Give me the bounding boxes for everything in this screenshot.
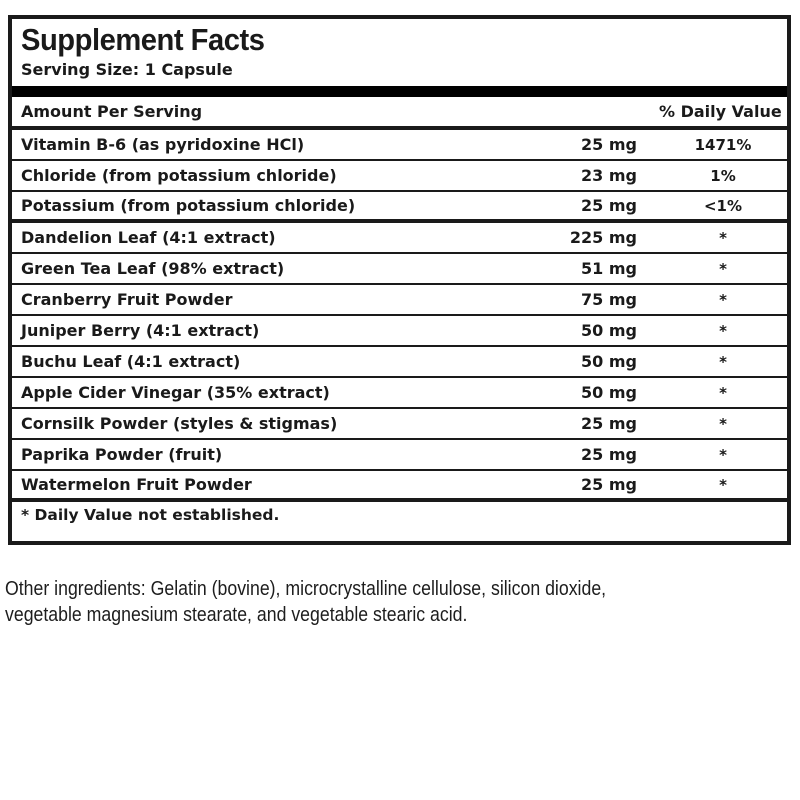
ingredient-amount: 75 mg <box>581 290 637 309</box>
ingredient-dv: <1% <box>703 196 743 215</box>
ingredient-amount: 25 mg <box>581 196 637 215</box>
ingredient-dv: 1471% <box>694 135 752 154</box>
table-row: Juniper Berry (4:1 extract) 50 mg * <box>12 316 787 347</box>
daily-value-footnote: * Daily Value not established. <box>21 506 280 524</box>
ingredient-amount: 225 mg <box>569 228 637 247</box>
ingredient-amount: 50 mg <box>581 352 637 371</box>
ingredient-amount: 25 mg <box>581 135 637 154</box>
ingredient-name: Buchu Leaf (4:1 extract) <box>21 352 241 371</box>
ingredient-dv: 1% <box>710 166 736 185</box>
ingredient-amount: 50 mg <box>581 383 637 402</box>
ingredient-dv: * <box>719 259 727 278</box>
ingredient-amount: 25 mg <box>581 445 637 464</box>
ingredient-name: Juniper Berry (4:1 extract) <box>21 321 260 340</box>
table-row: Watermelon Fruit Powder 25 mg * <box>12 471 787 502</box>
ingredient-name: Chloride (from potassium chloride) <box>21 166 337 185</box>
table-row: Buchu Leaf (4:1 extract) 50 mg * <box>12 347 787 378</box>
ingredient-dv: * <box>719 321 727 340</box>
other-ingredients-line1: Other ingredients: Gelatin (bovine), mic… <box>5 578 607 600</box>
amount-per-serving-header: Amount Per Serving <box>21 102 203 121</box>
ingredient-amount: 50 mg <box>581 321 637 340</box>
table-row: Dandelion Leaf (4:1 extract) 225 mg * <box>12 223 787 254</box>
supplement-facts-panel: Supplement Facts Serving Size: 1 Capsule… <box>8 15 791 545</box>
panel-title: Supplement Facts <box>21 22 265 57</box>
title-area: Supplement Facts Serving Size: 1 Capsule <box>12 19 787 86</box>
table-row: Chloride (from potassium chloride) 23 mg… <box>12 161 787 192</box>
table-row: Vitamin B-6 (as pyridoxine HCl) 25 mg 14… <box>12 130 787 161</box>
table-header-row: Amount Per Serving % Daily Value <box>12 97 787 130</box>
thick-separator-bar <box>12 86 787 97</box>
other-ingredients-line2: vegetable magnesium stearate, and vegeta… <box>5 604 468 626</box>
table-row: Green Tea Leaf (98% extract) 51 mg * <box>12 254 787 285</box>
serving-size-text: Serving Size: 1 Capsule <box>21 60 233 79</box>
table-row: Cornsilk Powder (styles & stigmas) 25 mg… <box>12 409 787 440</box>
ingredient-name: Potassium (from potassium chloride) <box>21 196 356 215</box>
ingredient-name: Apple Cider Vinegar (35% extract) <box>21 383 330 402</box>
ingredient-dv: * <box>719 228 727 247</box>
ingredient-dv: * <box>719 383 727 402</box>
other-ingredients-text: Other ingredients: Gelatin (bovine), mic… <box>5 576 784 628</box>
table-row: Cranberry Fruit Powder 75 mg * <box>12 285 787 316</box>
ingredient-dv: * <box>719 290 727 309</box>
table-row: Potassium (from potassium chloride) 25 m… <box>12 192 787 223</box>
ingredient-amount: 23 mg <box>581 166 637 185</box>
ingredient-name: Watermelon Fruit Powder <box>21 475 252 494</box>
ingredient-dv: * <box>719 414 727 433</box>
ingredient-amount: 25 mg <box>581 414 637 433</box>
ingredient-name: Paprika Powder (fruit) <box>21 445 223 464</box>
ingredient-name: Dandelion Leaf (4:1 extract) <box>21 228 276 247</box>
daily-value-header: % Daily Value <box>659 102 782 121</box>
ingredient-amount: 51 mg <box>581 259 637 278</box>
table-row: Apple Cider Vinegar (35% extract) 50 mg … <box>12 378 787 409</box>
ingredient-dv: * <box>719 352 727 371</box>
ingredient-name: Cranberry Fruit Powder <box>21 290 233 309</box>
ingredient-amount: 25 mg <box>581 475 637 494</box>
ingredient-name: Cornsilk Powder (styles & stigmas) <box>21 414 338 433</box>
ingredient-name: Green Tea Leaf (98% extract) <box>21 259 285 278</box>
ingredient-dv: * <box>719 475 727 494</box>
ingredient-dv: * <box>719 445 727 464</box>
table-row: Paprika Powder (fruit) 25 mg * <box>12 440 787 471</box>
ingredient-name: Vitamin B-6 (as pyridoxine HCl) <box>21 135 305 154</box>
